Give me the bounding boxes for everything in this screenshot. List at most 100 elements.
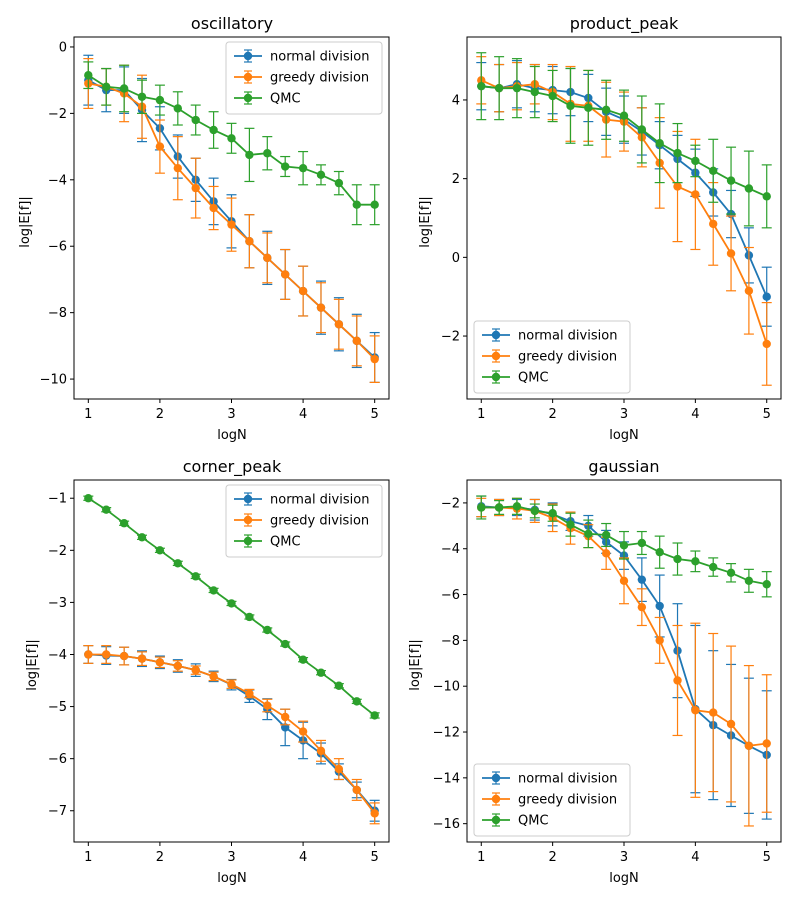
data-point xyxy=(263,149,272,158)
data-point xyxy=(744,576,754,586)
x-axis-label: logN xyxy=(609,871,639,886)
data-point xyxy=(512,502,522,511)
data-point xyxy=(619,111,629,120)
legend-entry: normal division xyxy=(234,49,369,65)
data-point xyxy=(744,286,754,295)
data-point xyxy=(762,339,771,349)
data-point xyxy=(119,519,129,528)
y-tick-label: −4 xyxy=(48,173,67,188)
data-point xyxy=(762,292,771,301)
legend: normal division greedy division QMC xyxy=(225,484,383,558)
x-tick-label: 2 xyxy=(548,850,556,865)
y-tick-label: −6 xyxy=(48,752,67,767)
data-point xyxy=(173,661,183,671)
y-axis-label: log|E[f]| xyxy=(25,639,40,691)
data-point xyxy=(584,103,593,113)
data-point xyxy=(245,689,254,698)
x-tick-label: 5 xyxy=(371,850,379,865)
data-point xyxy=(137,92,147,101)
data-point xyxy=(102,82,111,92)
panel-product-peak: product_peak logN log|E[f]| 1 2 3 4 5 4 2 0 −2 no… xyxy=(418,14,782,443)
data-point xyxy=(494,503,504,512)
y-tick-label: −5 xyxy=(48,700,67,715)
x-tick-label: 2 xyxy=(156,407,164,422)
data-point xyxy=(619,576,629,586)
data-point xyxy=(352,785,361,795)
x-tick-label: 3 xyxy=(620,407,628,422)
x-tick-label: 4 xyxy=(299,850,307,865)
data-point xyxy=(530,87,539,97)
data-point xyxy=(370,354,379,364)
data-point xyxy=(102,650,111,659)
data-point xyxy=(655,636,664,645)
data-point xyxy=(209,203,218,213)
legend-label: QMC xyxy=(518,371,549,386)
data-point xyxy=(352,200,361,209)
data-point xyxy=(655,139,664,148)
data-point xyxy=(548,91,557,101)
legend-frame xyxy=(473,320,631,394)
data-point xyxy=(298,163,308,173)
data-point xyxy=(316,746,326,756)
data-point xyxy=(227,599,236,608)
x-tick-label: 1 xyxy=(477,850,485,865)
data-point xyxy=(370,200,379,209)
x-tick-label: 1 xyxy=(84,850,92,865)
data-point xyxy=(316,668,326,677)
legend-frame xyxy=(473,763,631,837)
y-tick-label: −14 xyxy=(433,771,460,786)
legend-entry: QMC xyxy=(482,813,549,829)
data-point xyxy=(280,712,290,722)
data-point xyxy=(601,530,611,540)
legend-entry: QMC xyxy=(234,91,301,107)
y-tick-label: −16 xyxy=(433,817,460,832)
data-point xyxy=(601,105,611,114)
x-tick-label: 2 xyxy=(156,850,164,865)
legend-entry: greedy division xyxy=(482,792,617,808)
data-point xyxy=(280,270,290,279)
data-point xyxy=(245,150,254,160)
data-point xyxy=(655,601,664,611)
y-tick-label: −1 xyxy=(48,492,67,507)
legend-entry: greedy division xyxy=(234,70,369,86)
y-tick-label: −6 xyxy=(441,588,460,603)
data-point xyxy=(298,655,308,664)
data-point xyxy=(548,509,557,518)
x-tick-label: 3 xyxy=(227,407,235,422)
y-tick-label: −12 xyxy=(433,726,460,741)
x-axis-label: logN xyxy=(217,871,247,886)
data-point xyxy=(84,650,93,659)
data-point xyxy=(298,286,308,296)
legend-entry: normal division xyxy=(482,328,617,344)
data-point xyxy=(173,559,183,568)
data-point xyxy=(173,104,183,113)
legend-entry: greedy division xyxy=(482,349,617,365)
data-point xyxy=(637,602,647,612)
y-tick-label: −2 xyxy=(48,544,67,559)
data-point xyxy=(209,672,218,681)
legend-label: greedy division xyxy=(270,514,369,529)
data-point xyxy=(316,303,326,312)
x-tick-label: 2 xyxy=(548,407,556,422)
data-point xyxy=(691,156,700,166)
legend-label: normal division xyxy=(518,329,617,344)
y-tick-label: −4 xyxy=(441,542,460,557)
y-tick-label: −10 xyxy=(433,680,460,695)
legend-frame xyxy=(225,484,383,558)
data-point xyxy=(263,701,272,710)
legend-entry: normal division xyxy=(482,771,617,787)
data-point xyxy=(173,163,183,173)
y-tick-label: −2 xyxy=(441,496,460,511)
y-tick-label: 4 xyxy=(452,93,460,108)
x-tick-label: 5 xyxy=(763,850,771,865)
legend-entry: greedy division xyxy=(234,513,369,529)
legend-label: normal division xyxy=(270,493,369,508)
legend-entry: QMC xyxy=(482,370,549,386)
data-point xyxy=(477,81,486,91)
legend: normal division greedy division QMC xyxy=(225,41,383,115)
data-point xyxy=(352,697,361,706)
data-point xyxy=(673,554,682,564)
data-point xyxy=(637,538,647,548)
series-qmc xyxy=(476,495,772,598)
